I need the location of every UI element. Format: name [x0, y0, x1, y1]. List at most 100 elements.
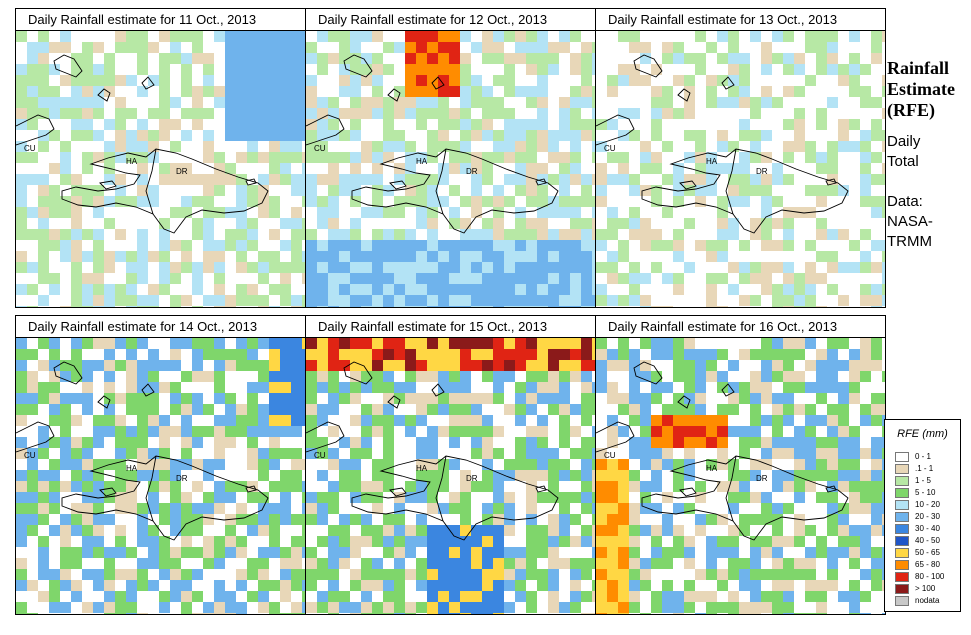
rainfall-cell — [607, 503, 618, 514]
rainfall-cell — [761, 536, 772, 547]
rainfall-cell — [49, 459, 60, 470]
rainfall-cell — [302, 371, 305, 382]
rainfall-cell — [159, 163, 170, 174]
rainfall-cell — [247, 196, 258, 207]
rainfall-cell — [192, 360, 203, 371]
rainfall-cell — [60, 569, 71, 580]
legend-swatch — [895, 536, 909, 546]
rainfall-cell — [306, 108, 317, 119]
rainfall-cell — [871, 207, 882, 218]
rainfall-cell — [849, 393, 860, 404]
rainfall-cell — [93, 415, 104, 426]
rainfall-cell — [115, 284, 126, 295]
rainfall-cell — [526, 273, 537, 284]
rainfall-cell — [717, 141, 728, 152]
rainfall-cell — [438, 119, 449, 130]
rainfall-cell — [651, 536, 662, 547]
rainfall-cell — [291, 251, 302, 262]
rainfall-cell — [71, 514, 82, 525]
rainfall-cell — [882, 569, 885, 580]
rainfall-cell — [181, 196, 192, 207]
rainfall-cell — [684, 174, 695, 185]
rainfall-cell — [537, 448, 548, 459]
rainfall-cell — [515, 262, 526, 273]
rainfall-cell — [339, 240, 350, 251]
rainfall-cell — [493, 514, 504, 525]
rainfall-cell — [115, 536, 126, 547]
rainfall-cell — [258, 580, 269, 591]
rainfall-cell — [317, 119, 328, 130]
rainfall-cell — [717, 569, 728, 580]
rainfall-cell — [548, 448, 559, 459]
rainfall-cell — [794, 437, 805, 448]
haiti-label: HA — [706, 464, 718, 473]
dr-label: DR — [176, 167, 188, 176]
rainfall-cell — [460, 569, 471, 580]
rainfall-cell — [38, 426, 49, 437]
rainfall-cell — [695, 349, 706, 360]
rainfall-cell — [181, 602, 192, 613]
rainfall-cell — [662, 174, 673, 185]
rainfall-cell — [449, 525, 460, 536]
rainfall-cell — [570, 53, 581, 64]
rainfall-cell — [449, 273, 460, 284]
rainfall-cell — [361, 536, 372, 547]
rainfall-cell — [126, 569, 137, 580]
rainfall-cell — [618, 273, 629, 284]
rainfall-cell — [526, 459, 537, 470]
rainfall-cell — [695, 437, 706, 448]
rainfall-cell — [772, 31, 783, 42]
rainfall-cell — [361, 360, 372, 371]
rainfall-cell — [405, 185, 416, 196]
rainfall-cell — [739, 580, 750, 591]
rainfall-cell — [706, 349, 717, 360]
rainfall-cell — [662, 426, 673, 437]
rainfall-cell — [460, 229, 471, 240]
haiti-dr-border — [435, 455, 447, 522]
rainfall-cell — [383, 240, 394, 251]
rainfall-cell — [772, 174, 783, 185]
rainfall-cell — [192, 119, 203, 130]
rainfall-cell — [526, 470, 537, 481]
rainfall-cell — [416, 371, 427, 382]
rainfall-cell — [482, 196, 493, 207]
legend-label: 0 - 1 — [915, 452, 932, 461]
rainfall-cell — [350, 437, 361, 448]
rainfall-cell — [269, 547, 280, 558]
rainfall-cell — [794, 53, 805, 64]
rainfall-cell — [302, 273, 305, 284]
rainfall-cell — [504, 53, 515, 64]
rainfall-cell — [493, 613, 504, 614]
rainfall-cell — [640, 53, 651, 64]
rainfall-cell — [596, 558, 607, 569]
rainfall-cell — [27, 393, 38, 404]
rainfall-cell — [537, 185, 548, 196]
rainfall-cell — [302, 360, 305, 371]
rainfall-cell — [328, 591, 339, 602]
rainfall-cell — [291, 53, 302, 64]
rainfall-cell — [350, 196, 361, 207]
rainfall-cell — [805, 284, 816, 295]
rainfall-cell — [317, 306, 328, 307]
rainfall-cell — [269, 613, 280, 614]
rainfall-cell — [372, 382, 383, 393]
rainfall-cell — [416, 185, 427, 196]
rainfall-cell — [427, 42, 438, 53]
rainfall-cell — [816, 580, 827, 591]
rainfall-cell — [772, 349, 783, 360]
rainfall-cell — [38, 64, 49, 75]
rainfall-cell — [82, 569, 93, 580]
rainfall-cell — [60, 525, 71, 536]
haiti-label: HA — [416, 157, 428, 166]
rainfall-cell — [126, 492, 137, 503]
rainfall-cell — [49, 284, 60, 295]
rainfall-cell — [592, 196, 595, 207]
rainfall-cell — [783, 273, 794, 284]
rainfall-cell — [214, 536, 225, 547]
rainfall-cell — [104, 426, 115, 437]
rainfall-cell — [460, 130, 471, 141]
legend-item: 80 - 100 — [895, 571, 959, 582]
rainfall-cell — [592, 229, 595, 240]
rainfall-cell — [695, 525, 706, 536]
rainfall-cell — [860, 448, 871, 459]
